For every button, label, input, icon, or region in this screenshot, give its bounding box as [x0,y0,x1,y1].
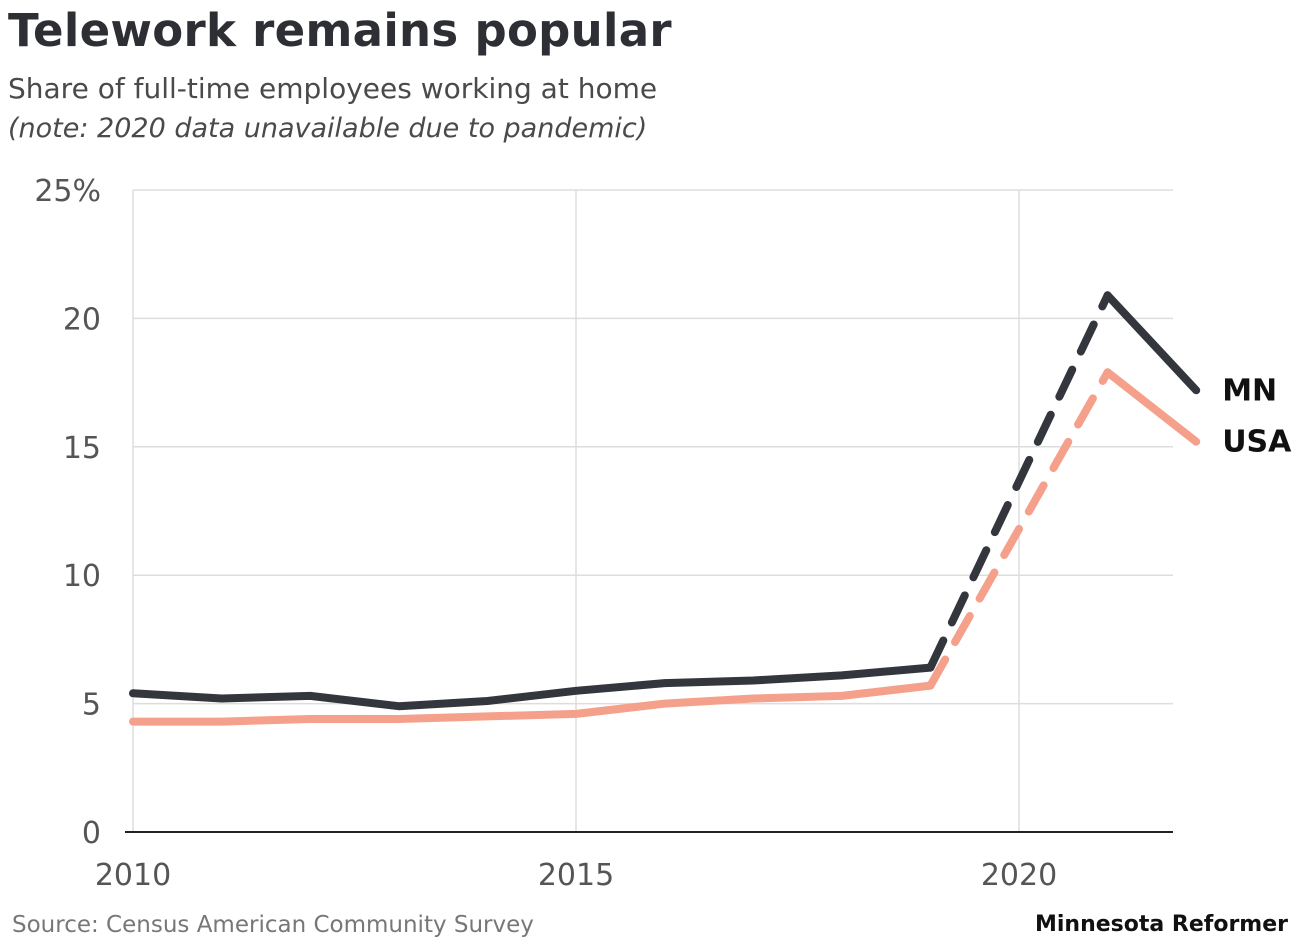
series-usa-point-2013 [396,716,402,722]
chart-grid [132,189,1173,832]
series-mn-line-recent [1103,291,1201,395]
y-tick-label: 0 [82,816,101,851]
series-usa-point-2018 [839,693,845,699]
series-usa-point-2021 [1105,369,1111,375]
series-usa-point-2012 [307,716,313,722]
series-mn-point-2017 [750,677,756,683]
series-usa-point-2014 [484,713,490,719]
series-usa-point-2017 [750,695,756,701]
series-mn-line [129,663,935,711]
chart-axes: 0 5 10 15 20 25% 2010 2015 2020 [34,174,1173,893]
chart-note: (note: 2020 data unavailable due to pand… [8,113,648,144]
series-mn-point-2014 [484,698,490,704]
source-note: Source: Census American Community Survey [12,912,534,938]
publisher-credit: Minnesota Reformer [1035,912,1288,937]
y-tick-label: 10 [63,559,101,594]
series-mn-point-2022 [1193,387,1199,393]
y-tick-label: 15 [63,431,101,466]
series-usa-line [129,681,935,726]
x-tick-label: 2015 [538,858,614,893]
series-usa-point-2015 [573,711,579,717]
series-layer [129,291,1201,726]
chart-title: Telework remains popular [8,4,672,57]
series-usa-point-2016 [662,701,668,707]
series-label-mn: MN [1222,373,1277,408]
series-usa-point-2010 [130,719,136,725]
series-label-usa: USA [1222,425,1292,460]
series-mn-dashed-line [926,291,1112,672]
series-mn-point-2010 [130,690,136,696]
x-tick-label: 2020 [981,858,1057,893]
series-mn-point-2021 [1105,292,1111,298]
series-mn-point-2015 [573,688,579,694]
series-labels: MN USA [1222,373,1292,459]
series-mn-point-2016 [662,680,668,686]
y-tick-label: 25% [34,174,101,209]
series-mn-point-2018 [839,672,845,678]
series-mn-point-2012 [307,693,313,699]
y-tick-label: 20 [63,302,101,337]
chart-subtitle: Share of full-time employees working at … [8,72,658,105]
series-usa-dashed-line [926,368,1112,690]
y-tick-label: 5 [82,688,101,723]
series-usa-point-2022 [1193,439,1199,445]
series-usa-line-recent [1103,368,1201,446]
series-mn-point-2013 [396,703,402,709]
series-mn-point-2011 [219,695,225,701]
series-usa-point-2011 [219,719,225,725]
x-tick-label: 2010 [95,858,171,893]
series-mn-point-2019 [927,665,933,671]
series-usa-point-2019 [927,683,933,689]
